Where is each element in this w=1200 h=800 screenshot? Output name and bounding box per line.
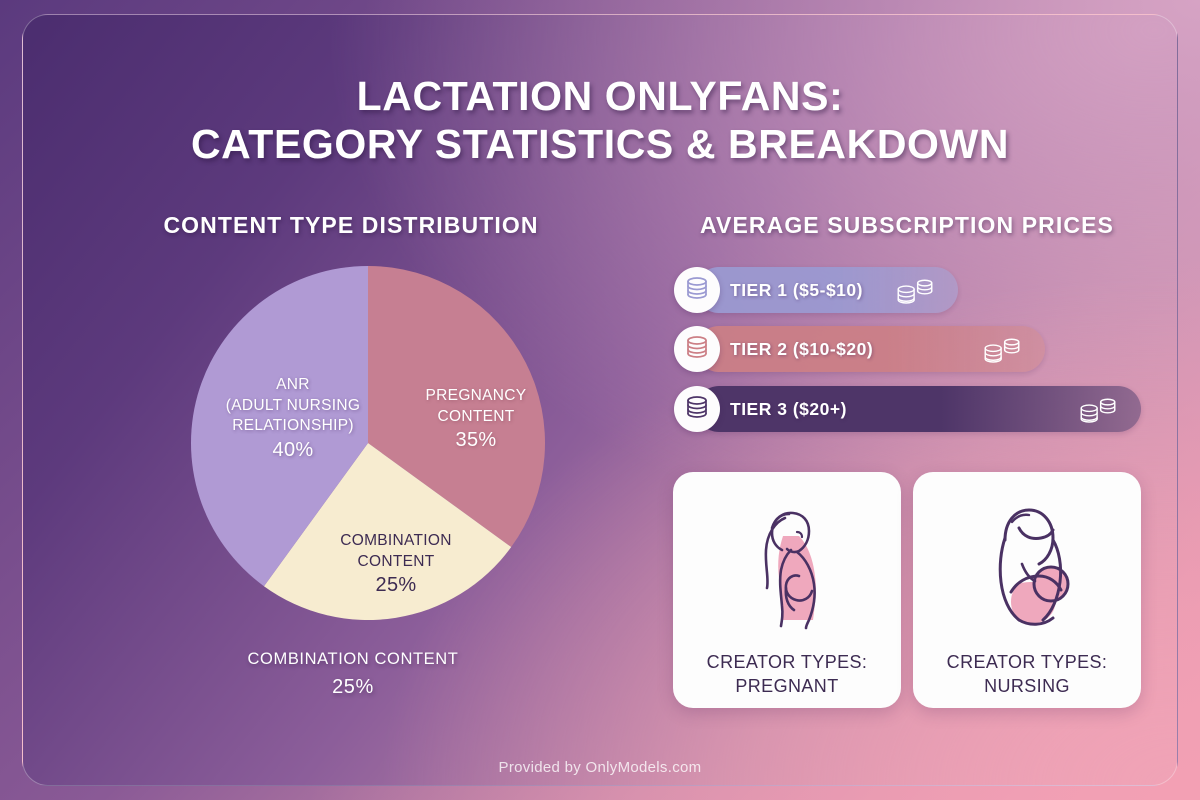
pie-slice-1 [263,443,512,621]
pregnant-woman-icon [727,488,847,643]
subscription-tier-label-1: TIER 1 ($5-$10) [730,279,863,300]
subscription-tier-bar-2 [696,326,1045,372]
pie-caption-value: 25% [332,675,374,698]
creator-card-pregnant-line2: PREGNANT [735,675,839,696]
coin-stack-icon [685,276,709,305]
pie-chart-caption: COMBINATION CONTENT 25% [148,647,558,702]
nursing-mother-icon [967,488,1087,643]
footer-attribution: Provided by OnlyModels.com [498,759,702,776]
pie-slice-0 [368,266,546,548]
creator-card-pregnant-label: CREATOR TYPES: PREGNANT [707,651,868,699]
pie-chart-svg [190,266,546,621]
creator-card-pregnant[interactable]: CREATOR TYPES: PREGNANT [673,472,901,708]
subscription-tier-label-2: TIER 2 ($10-$20) [730,338,874,359]
prices-section-heading: AVERAGE SUBSCRIPTION PRICES [700,212,1114,238]
pie-caption-label: COMBINATION CONTENT [247,650,459,668]
pie-section-heading: CONTENT TYPE DISTRIBUTION [163,212,539,238]
subscription-tier-label-3: TIER 3 ($20+) [730,398,847,419]
tier-coin-badge-3 [674,386,720,432]
creator-card-nursing-line2: NURSING [984,675,1070,696]
tier-coin-badge-2 [674,326,720,372]
coin-stack-icon [896,276,934,311]
creator-card-nursing-line1: CREATOR TYPES: [946,652,1108,672]
pie-chart: ANR (ADULT NURSING RELATIONSHIP) 40% PRE… [168,243,568,643]
creator-card-nursing-label: CREATOR TYPES: NURSING [947,651,1108,699]
page-title-line2: CATEGORY STATISTICS & BREAKDOWN [190,120,1010,167]
coin-stack-icon [685,395,709,424]
coin-stack-icon [685,335,709,364]
infographic-panel: LACTATION ONLYFANS: CATEGORY STATISTICS … [22,14,1178,786]
page-title: LACTATION ONLYFANS: CATEGORY STATISTICS … [23,73,1177,168]
subscription-tier-bar-3 [696,386,1141,432]
page-title-line1: LACTATION ONLYFANS: [356,73,844,119]
tier-coin-badge-1 [674,267,720,313]
creator-card-pregnant-line1: CREATOR TYPES: [706,652,868,672]
pie-slice-2 [190,266,368,587]
coin-stack-icon [983,335,1021,370]
coin-stack-icon [1079,395,1117,430]
creator-card-nursing[interactable]: CREATOR TYPES: NURSING [913,472,1141,708]
